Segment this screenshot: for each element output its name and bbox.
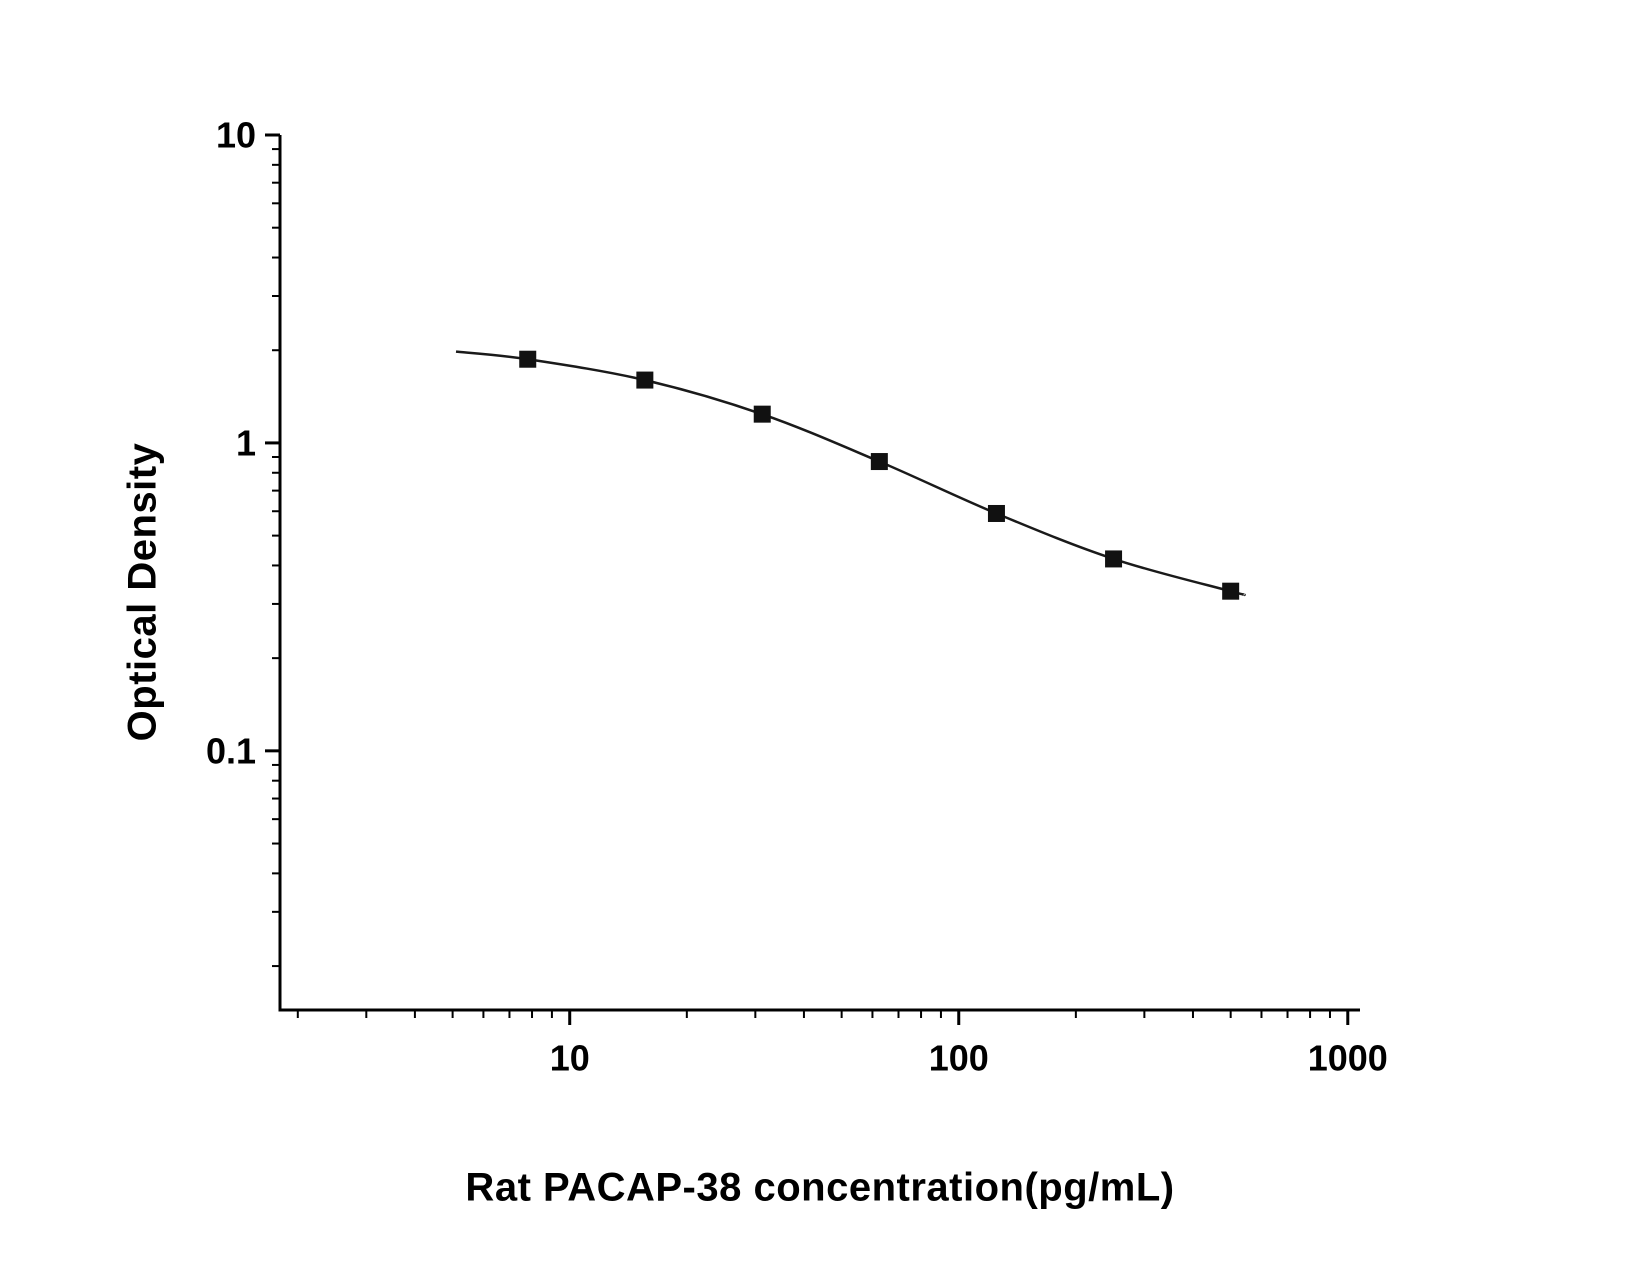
x-tick-label: 100 (929, 1038, 989, 1079)
data-point-marker (519, 350, 537, 368)
data-point-marker (753, 405, 771, 423)
x-tick-label: 10 (550, 1038, 590, 1079)
y-tick-label: 10 (216, 115, 256, 156)
y-tick-label: 1 (236, 422, 256, 463)
fitted-curve-line (455, 350, 1246, 597)
data-point-marker (870, 453, 888, 471)
x-tick-label: 1000 (1308, 1038, 1388, 1079)
x-axis-title: Rat PACAP-38 concentration(pg/mL) (465, 1165, 1175, 1210)
data-point-marker (1105, 550, 1123, 568)
data-point-marker (987, 504, 1005, 522)
data-point-marker (636, 371, 654, 389)
y-tick-label: 0.1 (206, 730, 256, 771)
data-point-marker (1222, 582, 1240, 600)
y-axis-title: Optical Density (120, 442, 165, 742)
